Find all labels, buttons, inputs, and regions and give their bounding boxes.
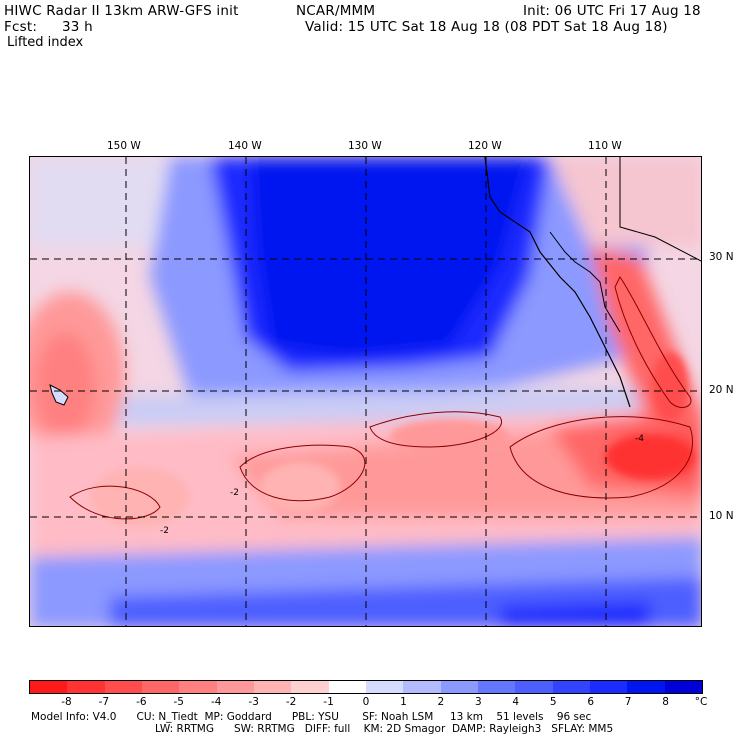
- colorbar-swatch: [179, 681, 217, 693]
- colorbar-tick: -8: [61, 696, 72, 708]
- colorbar-tick: -6: [136, 696, 147, 708]
- colorbar-tick: -1: [323, 696, 334, 708]
- init-time: Init: 06 UTC Fri 17 Aug 18: [523, 3, 701, 19]
- colorbar-swatch: [440, 681, 478, 693]
- colorbar-swatch: [104, 681, 142, 693]
- valid-time: Valid: 15 UTC Sat 18 Aug 18 (08 PDT Sat …: [305, 19, 668, 35]
- hawaii-island: [49, 384, 69, 406]
- colorbar-swatch: [328, 681, 366, 693]
- contour-label: -2: [160, 526, 169, 536]
- lifted-index-map: -2 -2 -4: [29, 156, 702, 627]
- lat-label: 30 N: [709, 251, 734, 263]
- graticule: [30, 157, 701, 626]
- colorbar-swatch: [30, 681, 68, 693]
- colorbar-swatch: [67, 681, 105, 693]
- lon-label: 110 W: [588, 140, 622, 152]
- colorbar: [29, 680, 703, 694]
- coastline: [484, 157, 631, 408]
- colorbar-tick: 4: [512, 696, 520, 708]
- colorbar-unit: °C: [694, 696, 708, 708]
- colorbar-tick: -5: [173, 696, 185, 708]
- mesoscale-detail: [90, 352, 695, 527]
- lon-label: 150 W: [107, 140, 141, 152]
- colorbar-swatch: [589, 681, 628, 693]
- colorbar-swatch: [291, 681, 329, 693]
- colorbar-swatch: [365, 681, 404, 693]
- model-title: HIWC Radar II 13km ARW-GFS init: [4, 3, 239, 19]
- lon-label: 130 W: [348, 140, 382, 152]
- colorbar-tick: 5: [549, 696, 557, 708]
- colorbar-swatch: [253, 681, 292, 693]
- colorbar-tick: 0: [362, 696, 370, 708]
- contour-label: -4: [635, 434, 644, 444]
- colorbar-tick: -3: [248, 696, 259, 708]
- colorbar-tick: 1: [400, 696, 407, 708]
- colorbar-tick: 2: [437, 696, 445, 708]
- lon-label: 120 W: [468, 140, 502, 152]
- colorbar-tick: 7: [624, 696, 632, 708]
- org-label: NCAR/MMM: [296, 3, 376, 19]
- footer-line-1: Model Info: V4.0 CU: N_Tiedt MP: Goddard…: [31, 711, 592, 723]
- colorbar-swatch: [627, 681, 665, 693]
- lat-label: 20 N: [709, 384, 734, 396]
- colorbar-tick: -4: [210, 696, 222, 708]
- colorbar-swatch: [664, 681, 702, 693]
- forecast-label: Fcst:: [4, 19, 38, 35]
- border-line: [619, 157, 701, 262]
- contours: [69, 276, 693, 520]
- field-name: Lifted index: [7, 35, 84, 50]
- map-canvas: -2 -2 -4: [30, 157, 701, 626]
- colorbar-swatch: [403, 681, 441, 693]
- colorbar-swatch: [552, 681, 590, 693]
- colorbar-swatch: [515, 681, 553, 693]
- lat-label: 10 N: [709, 510, 734, 522]
- colorbar-swatch: [141, 681, 180, 693]
- colorbar-tick: -2: [285, 696, 297, 708]
- colorbar-swatch: [216, 681, 254, 693]
- colorbar-tick: 6: [587, 696, 594, 708]
- forecast-hour: 33 h: [62, 19, 93, 35]
- contour-label: -2: [230, 488, 239, 498]
- colorbar-tick: 8: [662, 696, 669, 708]
- baja-coastline: [549, 231, 621, 333]
- colorbar-swatch: [477, 681, 516, 693]
- colorbar-tick: -7: [98, 696, 110, 708]
- lon-label: 140 W: [228, 140, 262, 152]
- footer-line-2: LW: RRTMG SW: RRTMG DIFF: full KM: 2D Sm…: [155, 723, 614, 735]
- colorbar-tick: 3: [474, 696, 482, 708]
